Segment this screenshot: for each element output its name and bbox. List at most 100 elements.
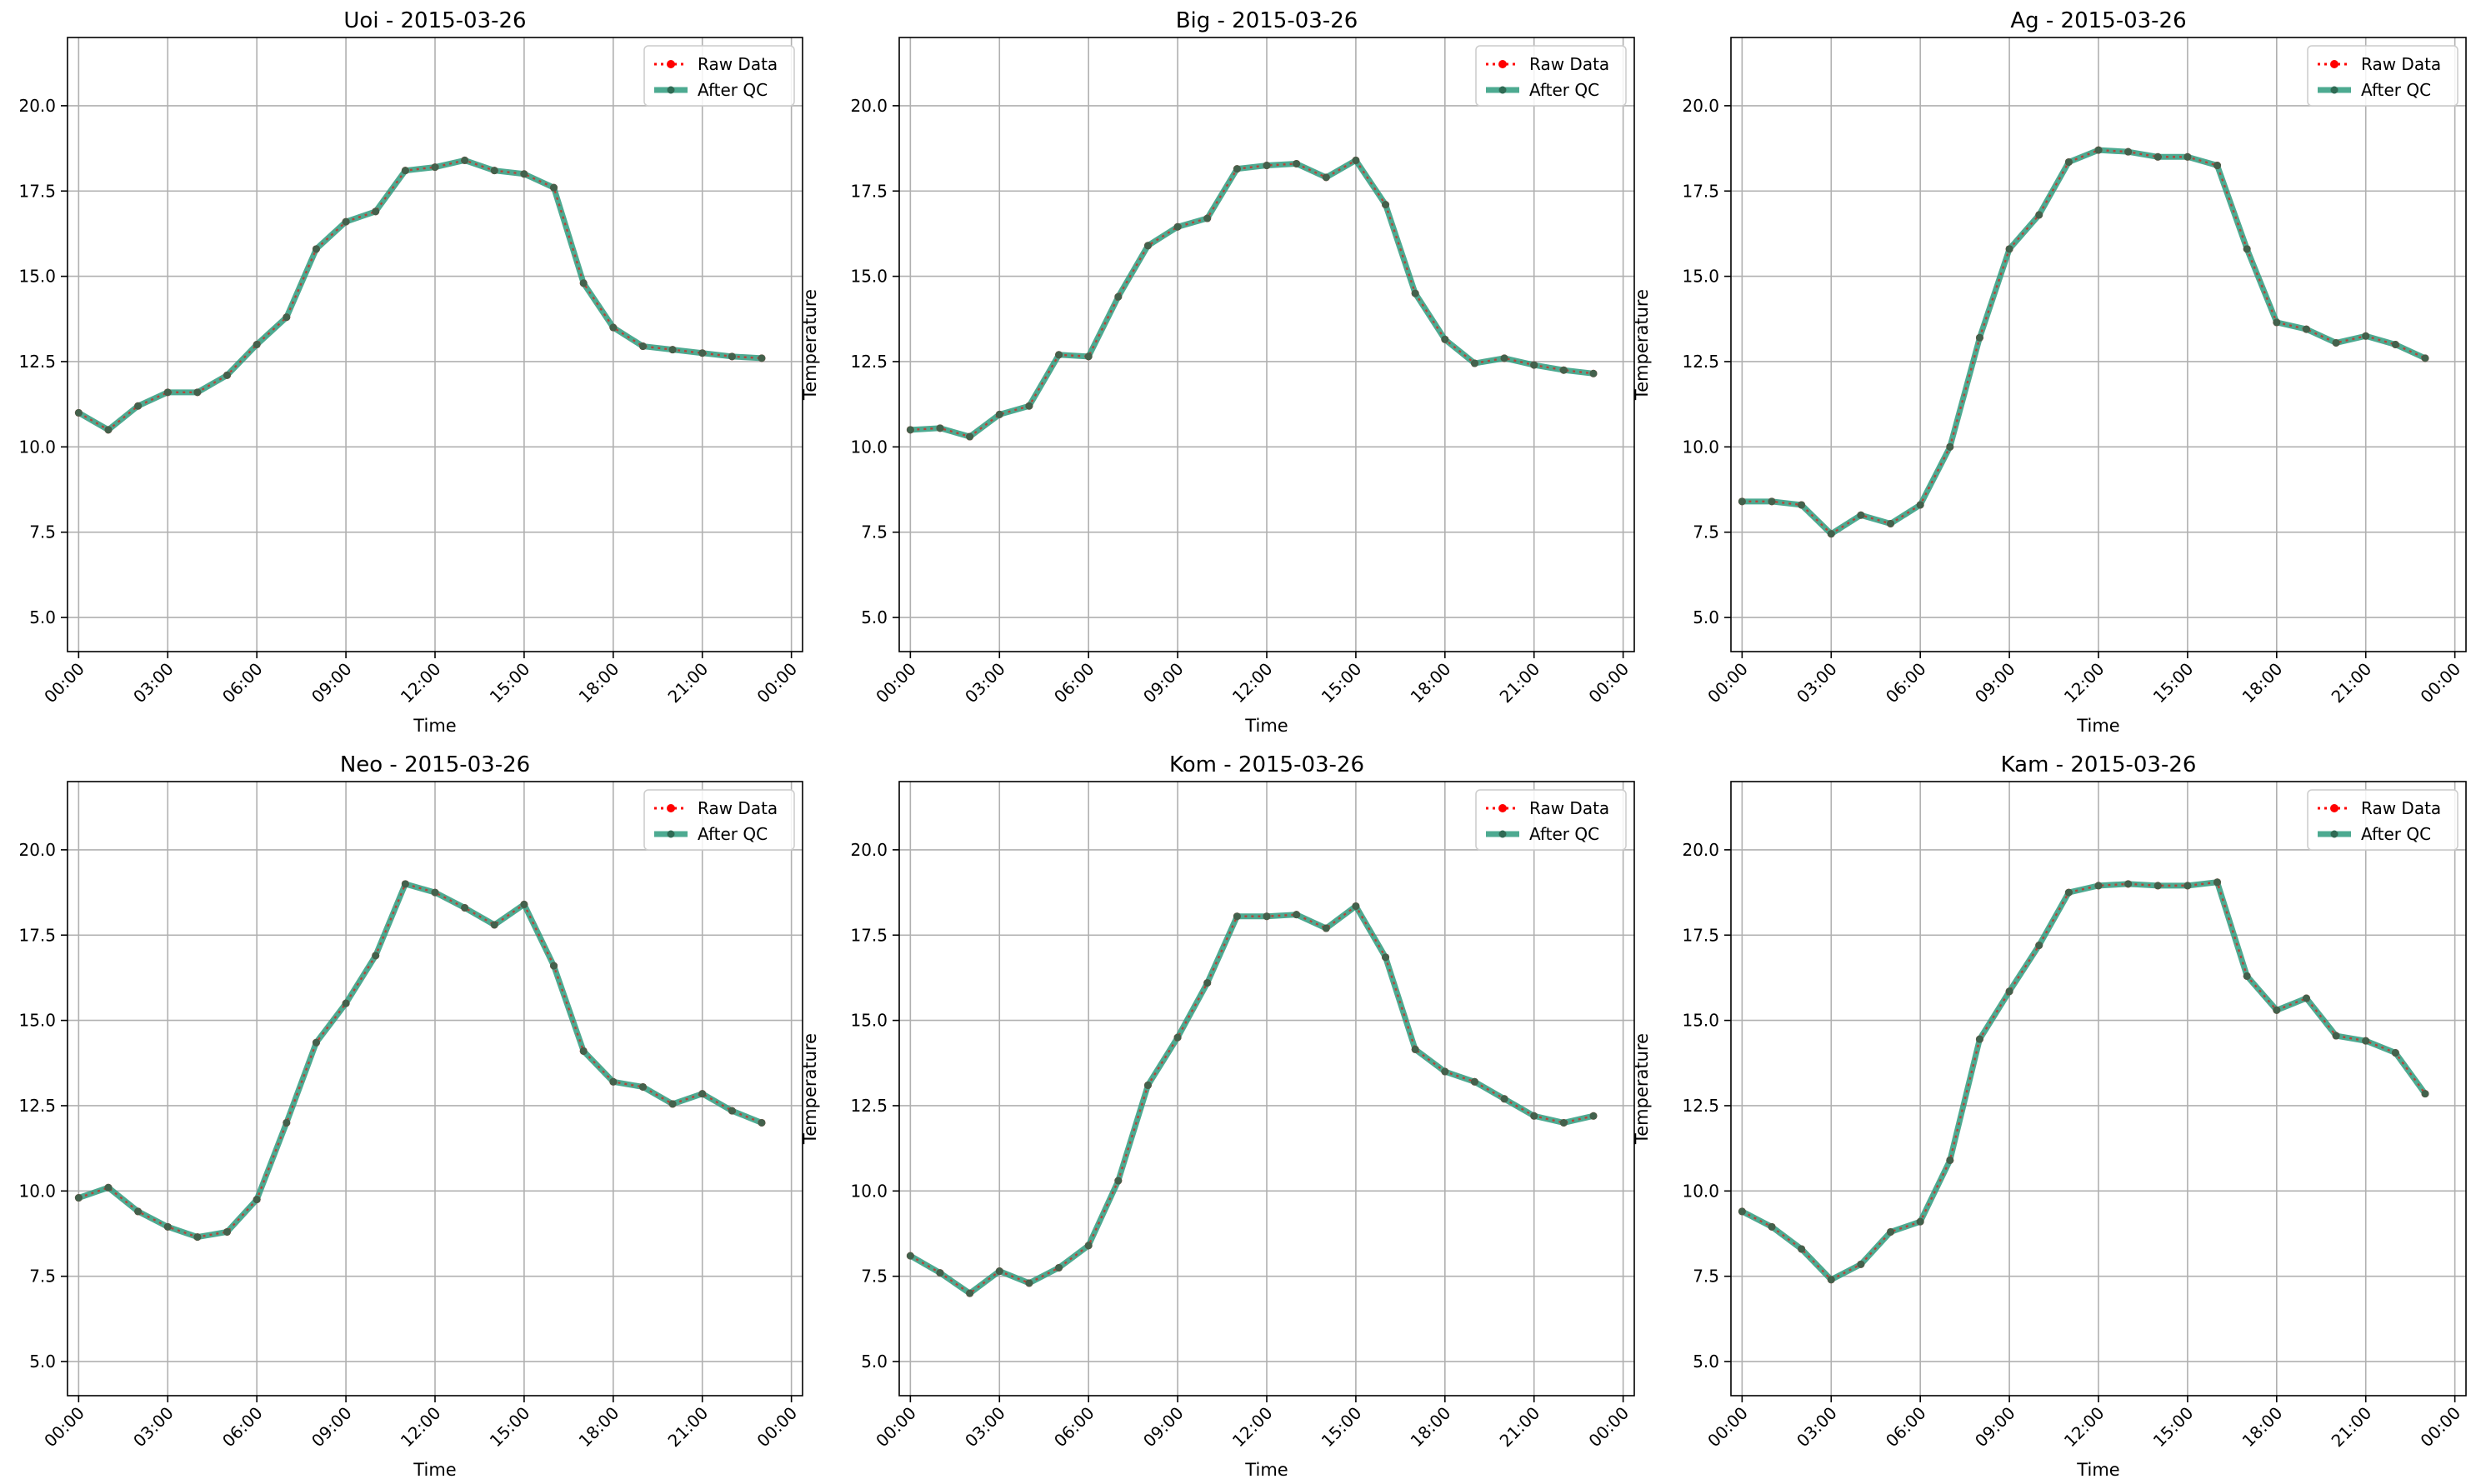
after-qc-data-point (1203, 979, 1212, 987)
after-qc-data-point (668, 1100, 677, 1108)
x-axis-label: Time (413, 1460, 456, 1480)
legend: Raw Data After QC (1475, 45, 1627, 107)
after-qc-data-point (1916, 501, 1924, 509)
after-qc-data-point (1559, 366, 1568, 374)
x-axis-label: Time (1244, 1460, 1288, 1480)
x-axis-label: Time (2076, 1460, 2119, 1480)
legend: Raw Data After QC (2307, 789, 2458, 851)
after-qc-data-point (2332, 338, 2340, 347)
after-qc-data-point (1946, 442, 1954, 451)
legend-raw-marker (667, 60, 675, 68)
after-qc-data-point (1084, 1242, 1093, 1250)
after-qc-data-point (461, 903, 469, 912)
y-tick-label: 20.0 (18, 96, 56, 116)
legend-raw-label: Raw Data (2361, 54, 2441, 74)
after-qc-data-point (1143, 242, 1152, 250)
after-qc-data-point (520, 900, 528, 908)
legend-qc-marker (667, 830, 675, 838)
y-tick-label: 7.5 (861, 522, 888, 542)
after-qc-data-point (163, 388, 172, 397)
after-qc-data-point (1589, 369, 1598, 377)
after-qc-data-point (609, 323, 618, 332)
after-qc-data-point (223, 371, 232, 379)
legend-qc-label: After QC (2361, 824, 2431, 844)
after-qc-data-point (1500, 354, 1508, 362)
subplots: 5.07.510.012.515.017.520.000:00 03:00 06:0… (18, 8, 2467, 1480)
legend-raw-marker (2330, 804, 2338, 812)
y-tick-label: 7.5 (861, 1267, 888, 1287)
y-tick-label: 17.5 (18, 181, 56, 201)
after-qc-data-point (1887, 1227, 1895, 1236)
after-qc-data-point (1589, 1112, 1598, 1120)
subplot: 5.07.510.012.515.017.520.000:00 03:00 06:0… (1632, 8, 2467, 736)
x-axis-label: Time (2076, 716, 2119, 736)
after-qc-data-point (2094, 882, 2103, 890)
y-tick-label: 15.0 (850, 1011, 888, 1031)
after-qc-data-point (2243, 972, 2251, 980)
after-qc-data-point (223, 1227, 232, 1236)
after-qc-series-line (77, 157, 763, 433)
y-tick-label: 10.0 (1682, 437, 1719, 457)
after-qc-data-point (401, 167, 409, 175)
after-qc-data-point (1143, 1081, 1152, 1089)
after-qc-data-point (1293, 911, 1301, 919)
after-qc-data-point (74, 1194, 83, 1202)
subplot-title: Kom - 2015-03-26 (1169, 752, 1364, 777)
after-qc-data-point (2183, 152, 2192, 161)
y-tick-label: 17.5 (18, 925, 56, 945)
legend-raw-marker (2330, 60, 2338, 68)
after-qc-data-point (2005, 987, 2013, 996)
legend-qc-marker (2330, 830, 2338, 838)
legend: Raw Data After QC (643, 789, 795, 851)
after-qc-data-point (1441, 1067, 1449, 1076)
after-qc-data-point (2035, 942, 2043, 950)
legend-raw-label: Raw Data (698, 54, 778, 74)
after-qc-data-point (936, 1269, 944, 1277)
x-axis-label: Time (413, 716, 456, 736)
after-qc-data-point (995, 410, 1003, 418)
after-qc-data-point (2421, 354, 2429, 362)
after-qc-data-point (1975, 1035, 1983, 1043)
after-qc-data-point (728, 1107, 736, 1115)
after-qc-data-point (1411, 289, 1419, 297)
after-qc-data-point (906, 1252, 914, 1260)
after-qc-data-point (253, 1196, 261, 1204)
legend-raw-label: Raw Data (1529, 798, 1609, 818)
after-qc-data-point (1559, 1118, 1568, 1127)
after-qc-data-point (490, 921, 498, 929)
after-qc-data-point (966, 1289, 974, 1297)
legend-qc-label: After QC (698, 824, 768, 844)
y-tick-label: 20.0 (1682, 96, 1719, 116)
legend-qc-marker (667, 86, 675, 94)
legend-qc-label: After QC (1529, 80, 1599, 100)
y-tick-label: 5.0 (1693, 607, 1719, 627)
after-qc-data-point (1322, 173, 1330, 182)
after-qc-data-point (342, 999, 350, 1007)
after-qc-data-point (758, 354, 766, 362)
y-tick-label: 12.5 (1682, 1096, 1719, 1116)
after-qc-data-point (193, 1233, 202, 1242)
raw-data-series-line (1741, 881, 2426, 1282)
y-tick-label: 17.5 (850, 181, 888, 201)
after-qc-data-point (1768, 497, 1776, 506)
y-tick-label: 20.0 (850, 840, 888, 860)
after-qc-data-point (1768, 1222, 1776, 1231)
y-tick-label: 5.0 (1693, 1352, 1719, 1372)
after-qc-data-point (2421, 1090, 2429, 1098)
after-qc-data-point (698, 349, 707, 357)
after-qc-data-point (431, 888, 439, 897)
y-tick-label: 15.0 (1682, 1011, 1719, 1031)
after-qc-data-point (1322, 924, 1330, 932)
after-qc-data-point (1263, 912, 1271, 921)
after-qc-data-point (2302, 994, 2310, 1002)
after-qc-data-point (1798, 501, 1806, 509)
after-qc-data-point (1975, 333, 1983, 342)
after-qc-data-point (2391, 341, 2399, 348)
legend-qc-marker (2330, 86, 2338, 94)
after-qc-data-point (1352, 902, 1360, 910)
subplot: 5.07.510.012.515.017.520.000:00 03:00 06:0… (800, 752, 1635, 1480)
y-tick-label: 10.0 (18, 437, 56, 457)
after-qc-data-point (1025, 402, 1033, 410)
after-qc-data-point (728, 352, 736, 361)
